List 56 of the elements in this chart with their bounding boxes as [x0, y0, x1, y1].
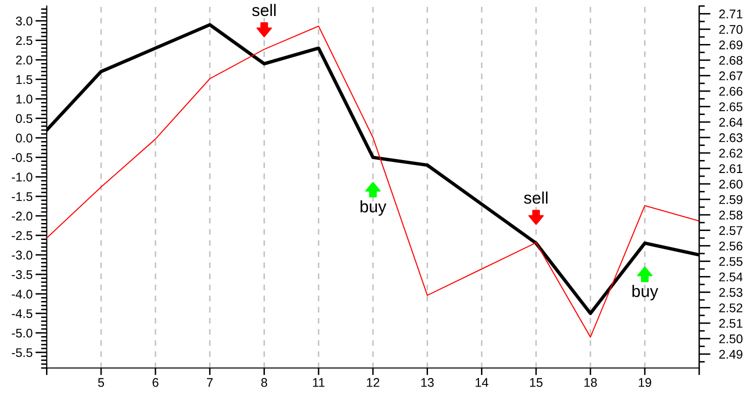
y-tick-label: -4.0 — [12, 290, 32, 299]
x-tick-label: 5 — [98, 378, 104, 387]
y-tick-label: -0.5 — [12, 153, 32, 162]
y-tick-label: 1.5 — [16, 75, 32, 84]
y2-tick-label: 2.53 — [719, 288, 742, 297]
y-tick-label: 0.5 — [16, 114, 32, 124]
y2-tick-label: 2.49 — [719, 350, 742, 359]
y2-tick-label: 2.55 — [719, 257, 742, 266]
y-tick-label: -4.5 — [12, 309, 32, 318]
y2-tick-label: 2.58 — [719, 210, 742, 220]
y2-tick-label: 2.69 — [719, 40, 742, 50]
y2-tick-label: 2.65 — [719, 102, 742, 112]
y-tick-label: -2.0 — [12, 212, 32, 221]
annotation: buy — [360, 200, 386, 216]
y-tick-label: -5.0 — [12, 328, 32, 338]
y-tick-label: -3.5 — [12, 270, 32, 280]
y-tick-label: 0.0 — [16, 134, 32, 143]
y2-tick-label: 2.64 — [719, 118, 743, 127]
y-tick-label: 2.5 — [16, 36, 32, 45]
y2-tick-label: 2.68 — [719, 56, 742, 65]
x-tick-label: 13 — [421, 378, 434, 387]
y2-tick-label: 2.63 — [719, 133, 742, 142]
x-tick-label: 11 — [313, 378, 324, 387]
annotation: buy — [632, 284, 658, 300]
y2-tick-label: 2.70 — [719, 25, 742, 34]
x-tick-label: 12 — [366, 378, 380, 387]
x-tick-label: 15 — [530, 378, 542, 387]
y-tick-label: -1.0 — [12, 172, 32, 182]
y-tick-label: -5.5 — [12, 348, 32, 358]
annotation: sell — [252, 4, 276, 16]
y2-tick-label: 2.56 — [719, 242, 742, 250]
y2-tick-label: 2.57 — [719, 226, 742, 235]
x-tick-label: 19 — [638, 378, 652, 387]
y2-tick-label: 2.60 — [719, 180, 742, 189]
x-tick-label: 8 — [261, 378, 268, 387]
x-tick-label: 14 — [476, 378, 488, 387]
annotation: sell — [524, 192, 548, 204]
y2-tick-label: 2.62 — [719, 148, 742, 158]
y2-tick-label: 2.54 — [719, 272, 743, 282]
y-tick-label: 2.0 — [16, 56, 32, 64]
y2-tick-label: 2.51 — [719, 318, 742, 328]
x-tick-label: 7 — [206, 378, 213, 387]
y-tick-label: 1.0 — [16, 94, 32, 104]
y2-tick-label: 2.50 — [719, 334, 742, 344]
y2-tick-label: 2.52 — [719, 303, 742, 312]
y-tick-label: -2.5 — [12, 231, 32, 240]
x-tick-label: 18 — [584, 378, 597, 387]
y-tick-label: -3.0 — [12, 250, 32, 260]
y2-tick-label: 2.59 — [719, 195, 742, 204]
y2-tick-label: 2.66 — [719, 86, 742, 96]
y-tick-label: 3.0 — [16, 16, 32, 26]
y2-tick-label: 2.71 — [719, 10, 742, 18]
y-tick-label: -1.5 — [12, 192, 32, 202]
y2-tick-label: 2.61 — [719, 164, 742, 174]
x-tick-label: 6 — [152, 378, 158, 387]
y2-tick-label: 2.67 — [719, 71, 742, 80]
